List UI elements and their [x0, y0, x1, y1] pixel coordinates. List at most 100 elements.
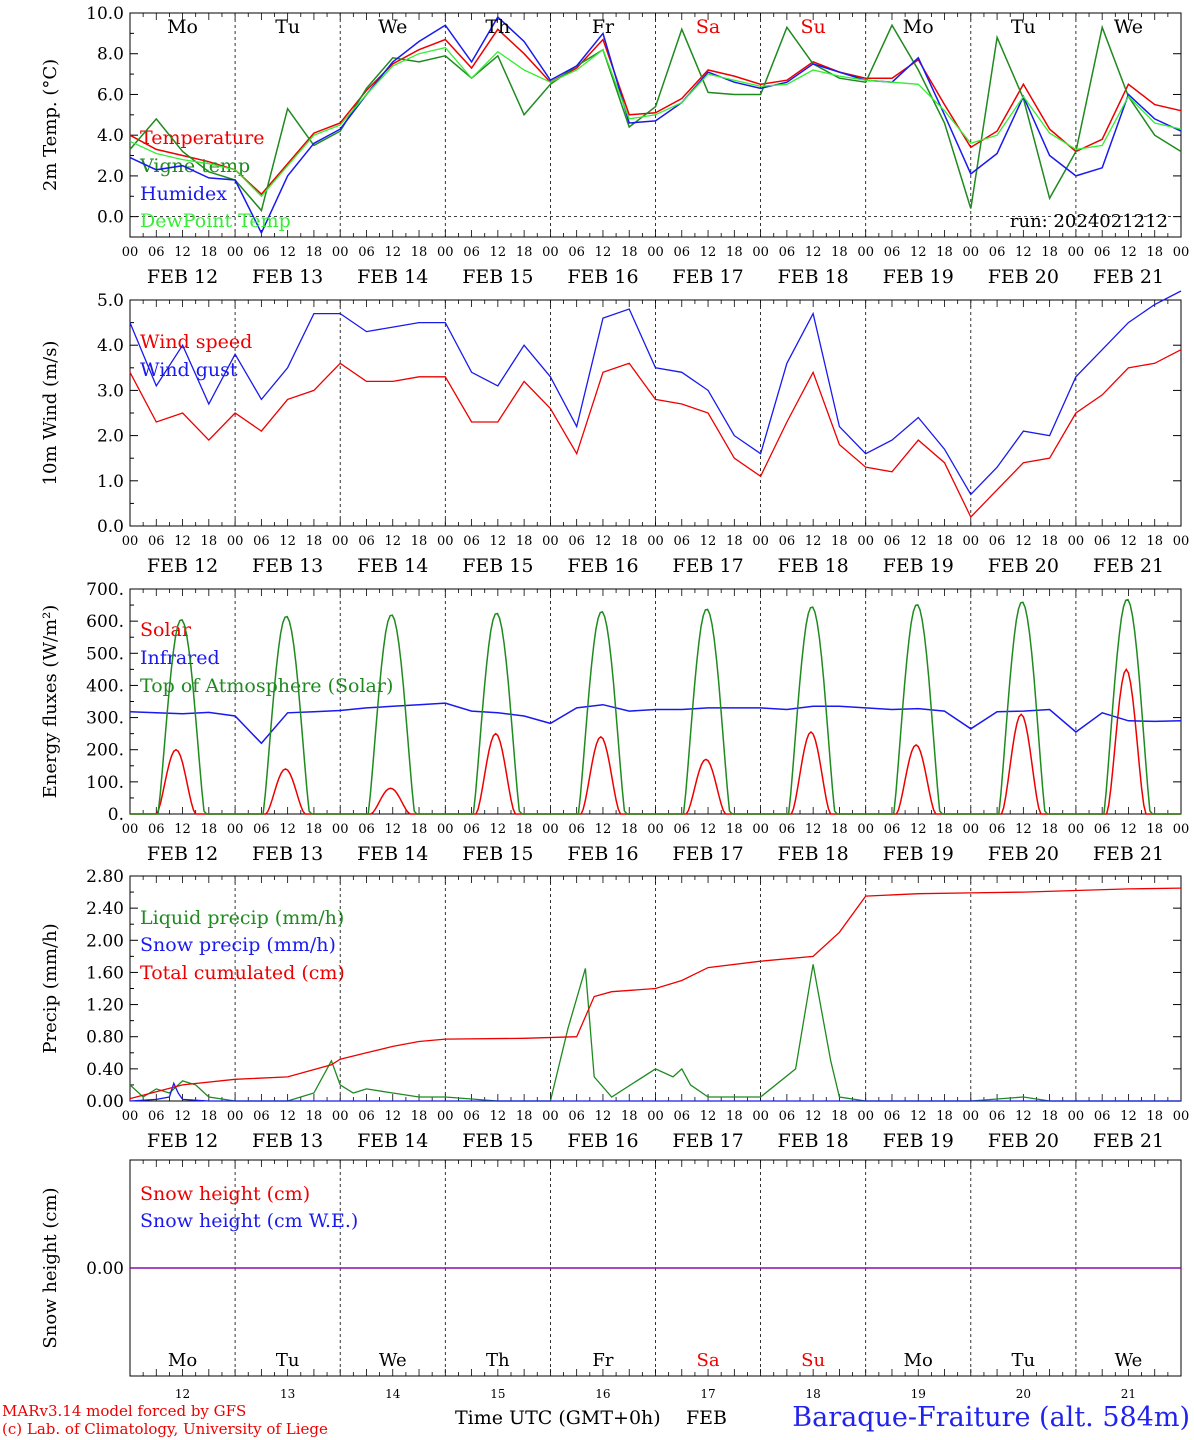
- hour-label: 12: [1015, 822, 1032, 837]
- day-name: Tu: [1012, 1350, 1036, 1371]
- hour-label: 00: [752, 1109, 769, 1124]
- hour-label: 00: [122, 1109, 139, 1124]
- hour-label: 18: [411, 245, 428, 260]
- hour-label: 12: [279, 1109, 296, 1124]
- hour-label: 18: [1041, 534, 1058, 549]
- hour-label: 00: [227, 534, 244, 549]
- date-label: FEB 17: [672, 266, 743, 288]
- y-tick-label: 1.0: [97, 472, 124, 492]
- y-tick-label: 1.20: [86, 996, 124, 1016]
- date-label: FEB 17: [672, 555, 743, 577]
- hour-label: 12: [805, 822, 822, 837]
- hour-label: 18: [726, 245, 743, 260]
- hour-label: 00: [963, 534, 980, 549]
- hour-label: 00: [332, 822, 349, 837]
- y-tick-label: 1.60: [86, 963, 124, 983]
- hour-label: 12: [279, 822, 296, 837]
- y-tick-label: 0.00: [86, 1259, 124, 1279]
- day-number: 19: [911, 1387, 926, 1401]
- hour-label: 00: [1068, 822, 1085, 837]
- day-name: Fr: [592, 1350, 613, 1371]
- hour-label: 06: [148, 245, 165, 260]
- hour-label: 18: [306, 245, 323, 260]
- hour-label: 00: [542, 534, 559, 549]
- day-name: Mo: [904, 1350, 933, 1371]
- hour-label: 18: [936, 822, 953, 837]
- day-name: Su: [801, 16, 826, 38]
- hour-label: 18: [726, 822, 743, 837]
- series-line-liquid-precip-mm-h-: [129, 964, 1181, 1102]
- date-label: FEB 17: [672, 1130, 743, 1152]
- hour-label: 06: [148, 1109, 165, 1124]
- hour-label: 12: [384, 1109, 401, 1124]
- hour-label: 00: [752, 534, 769, 549]
- date-label: FEB 20: [988, 843, 1059, 865]
- date-label: FEB 14: [357, 266, 428, 288]
- date-label: FEB 16: [567, 555, 638, 577]
- day-name: Fr: [592, 16, 615, 38]
- hour-label: 06: [253, 822, 270, 837]
- hour-label: 18: [516, 534, 533, 549]
- hour-label: 18: [1146, 1109, 1163, 1124]
- hour-label: 12: [1120, 245, 1137, 260]
- legend-solar: Solar: [140, 619, 192, 641]
- date-label: FEB 17: [672, 843, 743, 865]
- hour-label: 00: [1173, 1109, 1190, 1124]
- hour-label: 12: [805, 245, 822, 260]
- date-label: FEB 16: [567, 266, 638, 288]
- hour-label: 12: [279, 245, 296, 260]
- y-tick-label: 100.: [86, 773, 124, 793]
- date-label: FEB 14: [357, 1130, 428, 1152]
- hour-label: 00: [963, 245, 980, 260]
- series-line-vigne-temp: [129, 23, 1182, 213]
- hour-label: 12: [910, 534, 927, 549]
- day-name: Mo: [167, 16, 198, 38]
- y-tick-label: 4.0: [97, 336, 124, 356]
- hour-label: 00: [227, 822, 244, 837]
- hour-label: 18: [306, 822, 323, 837]
- hour-label: 12: [595, 245, 612, 260]
- hour-label: 12: [1120, 534, 1137, 549]
- date-label: FEB 12: [147, 266, 218, 288]
- hour-label: 12: [805, 534, 822, 549]
- day-number: 17: [700, 1387, 715, 1401]
- hour-label: 12: [700, 245, 717, 260]
- date-label: FEB 13: [252, 266, 323, 288]
- y-tick-label: 600.: [86, 612, 124, 632]
- hour-label: 00: [332, 1109, 349, 1124]
- y-tick-label: 5.0: [97, 291, 124, 311]
- hour-label: 12: [1120, 822, 1137, 837]
- series-line-infrared: [129, 702, 1182, 745]
- hour-label: 06: [568, 822, 585, 837]
- hour-label: 18: [831, 534, 848, 549]
- date-label: FEB 21: [1093, 555, 1164, 577]
- date-label: FEB 20: [988, 555, 1059, 577]
- hour-label: 00: [1068, 245, 1085, 260]
- hour-label: 00: [437, 245, 454, 260]
- hour-label: 12: [490, 534, 507, 549]
- hour-label: 12: [700, 1109, 717, 1124]
- hour-label: 00: [647, 534, 664, 549]
- y-tick-label: 2.0: [97, 427, 124, 447]
- legend-snow-precip-mm-h-: Snow precip (mm/h): [140, 934, 336, 956]
- legend-vigne-temp: Vigne temp: [139, 155, 250, 177]
- month-label: FEB: [686, 1407, 727, 1429]
- date-label: FEB 15: [462, 1130, 533, 1152]
- hour-label: 00: [542, 245, 559, 260]
- date-label: FEB 18: [778, 1130, 849, 1152]
- plot-frame: [129, 12, 1182, 238]
- day-name: We: [378, 16, 407, 38]
- hour-label: 00: [1068, 534, 1085, 549]
- hour-label: 06: [358, 534, 375, 549]
- hour-label: 00: [1173, 245, 1190, 260]
- panel-5: 0.00 Snow height (cm) Snow height (cm) Snow…: [40, 1159, 1182, 1401]
- date-label: FEB 21: [1093, 266, 1164, 288]
- hour-label: 12: [174, 1109, 191, 1124]
- y-tick-label: 2.40: [86, 899, 124, 919]
- y-tick-label: 2.00: [86, 931, 124, 951]
- hour-label: 06: [779, 822, 796, 837]
- hour-label: 18: [411, 1109, 428, 1124]
- hour-label: 06: [779, 1109, 796, 1124]
- y-tick-label: 300.: [86, 709, 124, 729]
